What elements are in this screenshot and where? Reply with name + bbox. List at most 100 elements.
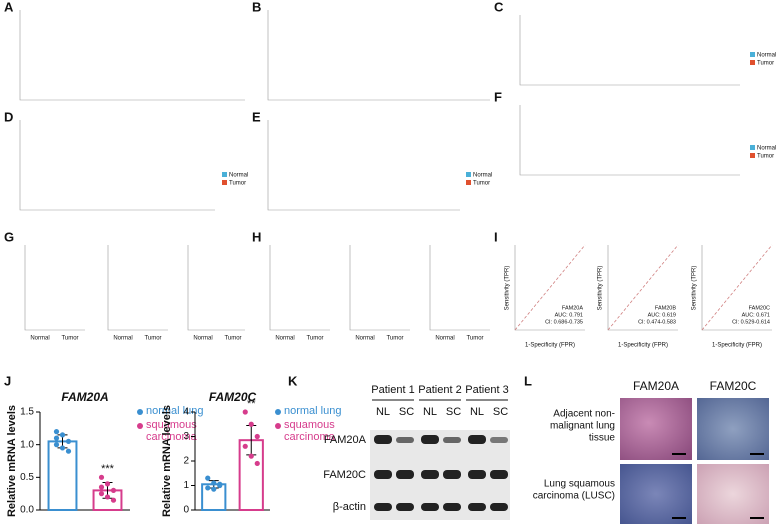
data-point xyxy=(53,429,60,435)
x-tick-label: Normal xyxy=(355,336,374,342)
legend-swatch xyxy=(466,180,471,185)
x-axis-label: 1-Specificity (FPR) xyxy=(525,343,575,349)
panel-label: C xyxy=(494,0,504,14)
patient-label: Patient 3 xyxy=(465,384,508,396)
panel-label: L xyxy=(524,373,532,388)
x-tick-label: Tumor xyxy=(144,336,161,342)
significance: *** xyxy=(101,463,115,475)
column-label: FAM20C xyxy=(710,379,757,393)
data-point xyxy=(59,432,66,438)
lane-label: SC xyxy=(399,406,414,418)
x-tick-label: Normal xyxy=(193,336,212,342)
data-point xyxy=(98,491,105,497)
patient-label: Patient 1 xyxy=(371,384,414,396)
auc-label: CI: 0.686-0.735 xyxy=(545,319,583,325)
panel-label: A xyxy=(4,0,14,14)
legend-label: squamous carcinoma xyxy=(284,419,335,443)
micrographs xyxy=(620,398,769,524)
x-tick-label: Tumor xyxy=(61,336,78,342)
legend-swatch xyxy=(222,172,227,177)
legend-label: normal lung xyxy=(146,405,204,417)
x-tick-label: Normal xyxy=(435,336,454,342)
legend-swatch xyxy=(222,180,227,185)
lane-label: SC xyxy=(446,406,461,418)
y-tick-label: 3 xyxy=(183,431,189,442)
y-tick-label: 0.5 xyxy=(20,472,34,483)
patient-label: Patient 2 xyxy=(418,384,461,396)
data-point xyxy=(110,497,117,503)
row-label: malignant lung xyxy=(550,421,615,432)
panel-label: E xyxy=(252,109,261,124)
panel-label: H xyxy=(252,229,261,244)
y-tick-label: 0.0 xyxy=(20,505,34,516)
panel-label: F xyxy=(494,89,502,104)
legend-label: Normal xyxy=(757,53,776,59)
protein-label: FAM20A xyxy=(324,434,367,446)
y-axis-label: Sensitivity (TPR) xyxy=(598,266,604,311)
legend-box: squamous carcinoma xyxy=(284,419,335,443)
panel-label: K xyxy=(288,373,298,388)
panel-label: I xyxy=(494,229,498,244)
data-point xyxy=(65,438,72,444)
x-tick-label: Normal xyxy=(275,336,294,342)
y-tick-label: 2 xyxy=(183,456,189,467)
x-tick-label: Tumor xyxy=(306,336,323,342)
legend-box: normal lung xyxy=(284,405,342,417)
legend-swatch xyxy=(750,145,755,150)
legend-swatch xyxy=(466,172,471,177)
data-point xyxy=(211,480,217,486)
x-tick-label: Tumor xyxy=(224,336,241,342)
x-tick-label: Normal xyxy=(113,336,132,342)
western-blot xyxy=(370,399,510,520)
auc-label: AUC: 0.791 xyxy=(555,312,583,318)
data-point xyxy=(254,460,260,467)
lane-label: NL xyxy=(376,406,390,418)
data-point xyxy=(65,448,72,454)
panel-label: B xyxy=(252,0,261,14)
y-tick-label: 1.0 xyxy=(20,439,34,450)
legend-label: Tumor xyxy=(473,181,490,187)
x-axis-label: 1-Specificity (FPR) xyxy=(712,343,762,349)
significance: ** xyxy=(247,398,256,410)
data-point xyxy=(53,435,60,441)
data-point xyxy=(53,442,60,448)
data-point xyxy=(254,433,260,440)
data-point xyxy=(248,421,254,427)
data-point xyxy=(242,443,248,449)
legend-label: Tumor xyxy=(757,154,774,160)
legend-marker xyxy=(137,423,143,429)
data-point xyxy=(98,484,105,490)
auc-label: FAM20B xyxy=(655,305,676,311)
lane-label: NL xyxy=(470,406,484,418)
chart-title: FAM20C xyxy=(209,390,257,404)
y-axis-label: Relative mRNA levels xyxy=(6,405,18,517)
lane-label: SC xyxy=(493,406,508,418)
auc-label: FAM20A xyxy=(562,305,583,311)
panel-label: J xyxy=(4,373,11,388)
legend-box: normal lung xyxy=(146,405,204,417)
legend-box: squamous carcinoma xyxy=(146,419,197,443)
row-label: tissue xyxy=(589,433,616,444)
panel-axes xyxy=(19,10,773,331)
data-point xyxy=(98,474,105,480)
y-tick-label: 1 xyxy=(183,480,189,491)
data-point xyxy=(59,445,66,451)
x-axis-label: 1-Specificity (FPR) xyxy=(618,343,668,349)
panel-label: G xyxy=(4,229,14,244)
legend-label: normal lung xyxy=(284,405,342,417)
legend-label: Tumor xyxy=(757,61,774,67)
row-label: Adjacent non- xyxy=(553,409,615,420)
row-label: carcinoma (LUSC) xyxy=(533,491,615,502)
data-point xyxy=(242,409,248,415)
chart-title: FAM20A xyxy=(61,390,108,404)
legend-swatch xyxy=(750,153,755,158)
x-tick-label: Tumor xyxy=(466,336,483,342)
data-point xyxy=(104,481,111,487)
data-point xyxy=(248,453,254,459)
data-point xyxy=(205,475,211,481)
y-axis-label: Sensitivity (TPR) xyxy=(692,266,698,311)
protein-label: FAM20C xyxy=(323,469,366,481)
y-axis-label: Relative mRNA levels xyxy=(161,405,173,517)
auc-label: CI: 0.529-0.614 xyxy=(732,319,770,325)
